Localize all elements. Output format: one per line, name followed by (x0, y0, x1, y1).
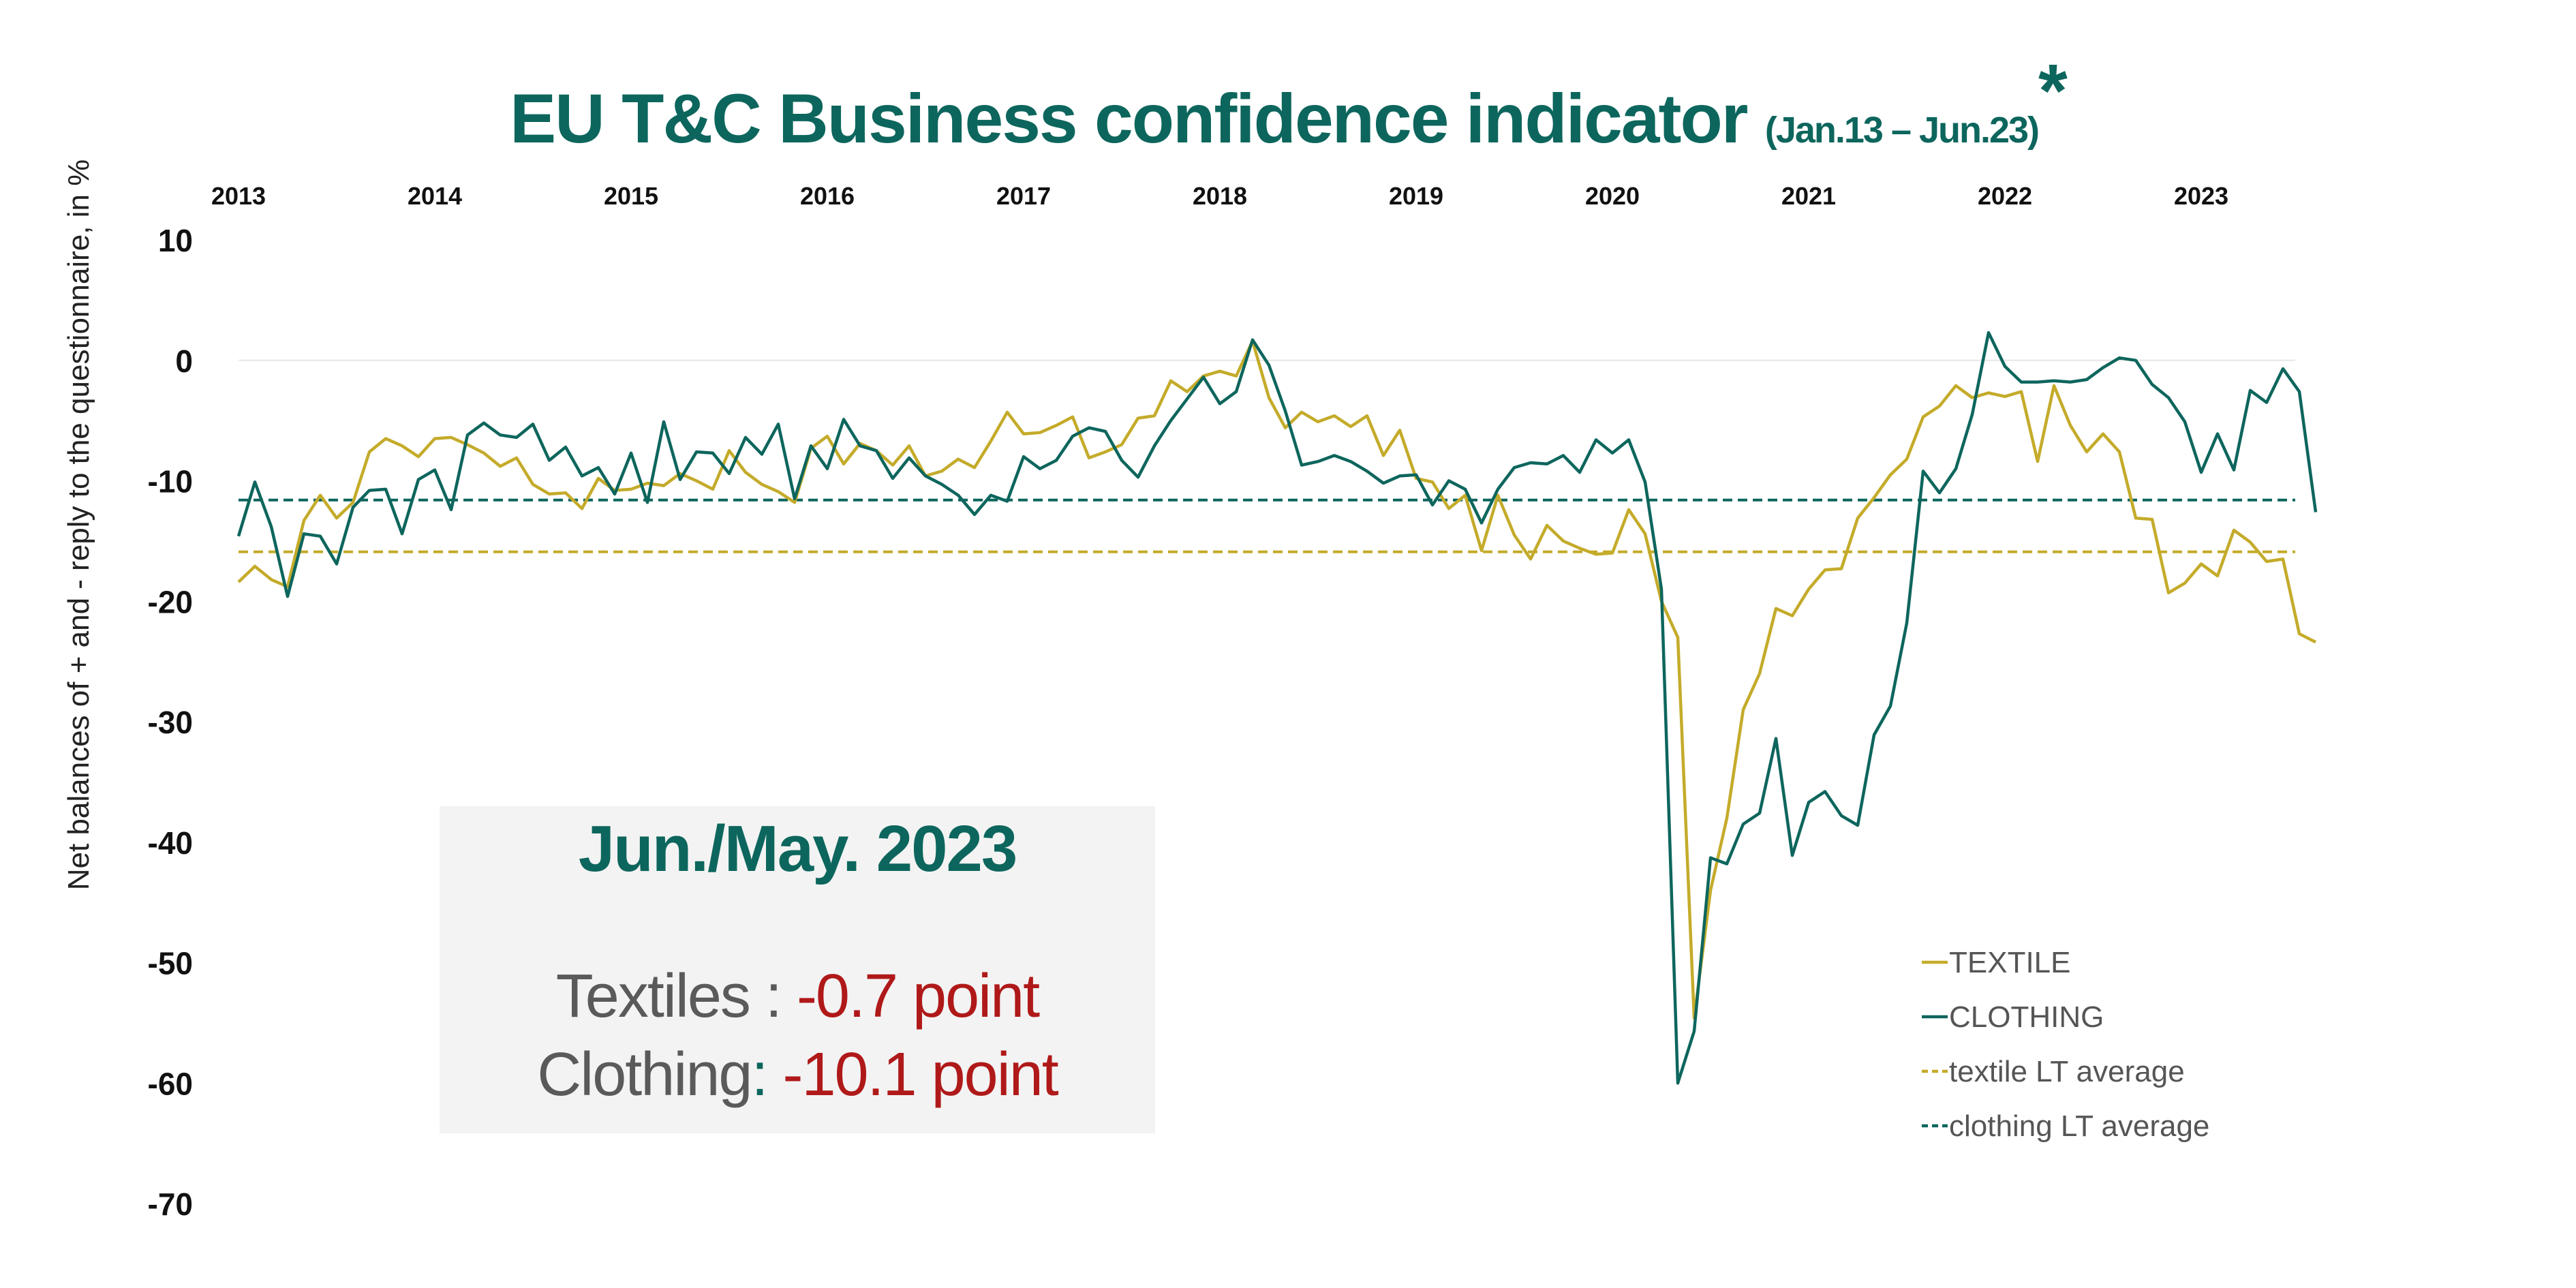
summary-value-textiles: -0.7 point (796, 962, 1040, 1030)
x-tick-label: 2013 (211, 182, 266, 210)
series-line-clothing (236, 331, 2318, 1085)
legend-label: CLOTHING (1949, 1000, 2104, 1034)
y-tick-label: -50 (148, 946, 193, 981)
legend-label: clothing LT average (1949, 1109, 2209, 1143)
x-tick-label: 2021 (1781, 182, 1836, 210)
summary-row-clothing: Clothing: -10.1 point (440, 1040, 1155, 1110)
y-tick-label: 10 (158, 223, 193, 258)
summary-value-clothing: -10.1 point (782, 1041, 1058, 1109)
summary-heading: Jun./May. 2023 (578, 812, 1018, 885)
title-period: (Jan.13 – Jun.23) (1764, 110, 2040, 151)
x-tick-label: 2019 (1389, 182, 1443, 210)
title-footnote-mark: * (2038, 49, 2068, 133)
x-axis-ticks: 2013 2014 2015 2016 2017 2018 2019 2020 2021 2022… (211, 182, 2228, 210)
y-tick-label: -70 (148, 1186, 193, 1222)
y-tick-label: -60 (148, 1066, 193, 1101)
x-tick-label: 2020 (1585, 182, 1640, 210)
summary-label-clothing: Clothing (537, 1041, 752, 1109)
summary-row-textiles: Textiles : -0.7 point (440, 962, 1155, 1032)
x-tick-label: 2023 (2174, 182, 2228, 210)
legend-label: textile LT average (1949, 1055, 2185, 1088)
x-tick-label: 2022 (1978, 182, 2032, 210)
x-tick-label: 2014 (408, 182, 462, 210)
y-tick-label: -30 (148, 705, 193, 740)
legend-label: TEXTILE (1949, 946, 2071, 979)
reference-lines (239, 498, 2295, 553)
y-tick-label: 0 (175, 343, 193, 379)
y-axis-label: Net balances of + and - reply to the que… (62, 159, 95, 891)
summary-box: Jun./May. 2023 Textiles : -0.7 point Clo… (440, 806, 1155, 1133)
summary-label-textiles: Textiles : (555, 962, 782, 1030)
y-tick-label: -10 (148, 464, 193, 500)
title-main: EU T&C Business confidence indicator (510, 80, 1748, 157)
y-tick-label: -40 (148, 825, 193, 861)
chart-title: EU T&C Business confidence indicator (Ja… (0, 48, 2576, 159)
y-tick-label: -20 (148, 584, 193, 619)
x-tick-label: 2018 (1193, 182, 1247, 210)
series-line-textile (237, 339, 2317, 1020)
summary-colon-clothing: : (751, 1041, 768, 1109)
series-lines (236, 331, 2318, 1085)
x-tick-label: 2015 (604, 182, 658, 210)
x-tick-label: 2017 (996, 182, 1051, 210)
y-axis-ticks: 10 0 -10 -20 -30 -40 -50 -60 -70 (148, 223, 193, 1222)
x-tick-label: 2016 (800, 182, 855, 210)
legend: TEXTILE CLOTHING textile LT average clothin… (1922, 946, 2209, 1143)
